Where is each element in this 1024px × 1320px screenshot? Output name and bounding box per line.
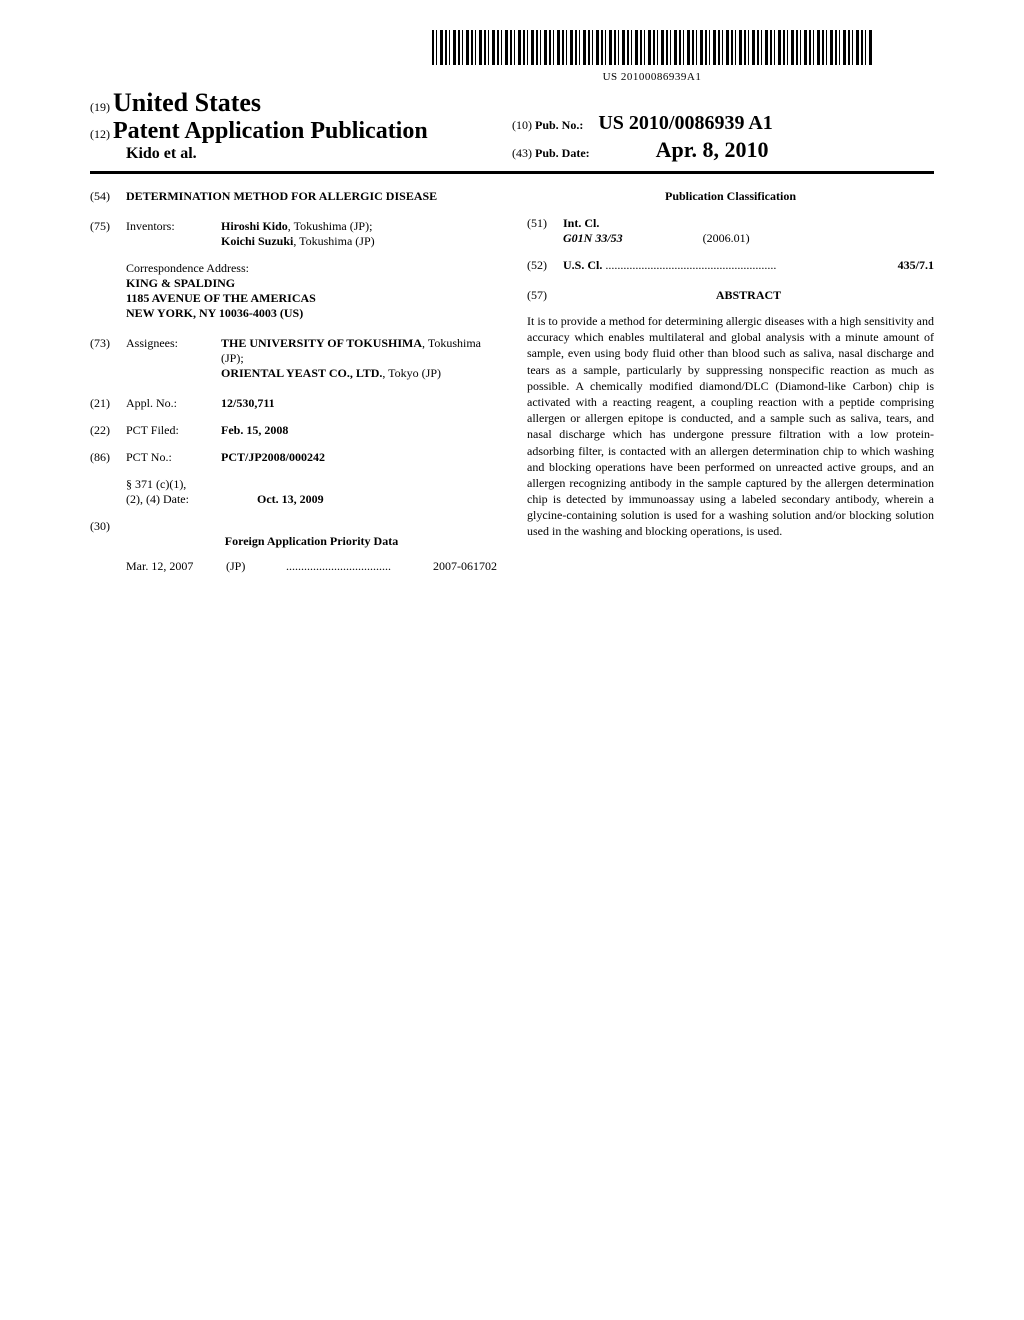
priority-country: (JP): [226, 559, 286, 574]
field-num-52: (52): [527, 258, 563, 273]
two-column-layout: (54) DETERMINATION METHOD FOR ALLERGIC D…: [90, 189, 934, 574]
int-cl-year: (2006.01): [703, 231, 750, 246]
priority-data-row: Mar. 12, 2007 (JP) .....................…: [126, 559, 497, 574]
barcode-text: US 20100086939A1: [370, 71, 934, 83]
assignee-2: ORIENTAL YEAST CO., LTD.: [221, 366, 382, 380]
priority-section: (30) Foreign Application Priority Data M…: [90, 519, 497, 574]
header-divider: [90, 171, 934, 174]
section-371-sub1: § 371 (c)(1),: [126, 477, 257, 492]
barcode-block: US 20100086939A1: [370, 30, 934, 83]
int-cl-label: Int. Cl.: [563, 216, 599, 230]
appl-no-label: Appl. No.:: [126, 396, 221, 411]
inventor-1-name: Hiroshi Kido: [221, 219, 288, 233]
inventor-2-name: Koichi Suzuki: [221, 234, 293, 248]
us-cl-label: U.S. Cl.: [563, 258, 602, 273]
section-title: (54) DETERMINATION METHOD FOR ALLERGIC D…: [90, 189, 497, 204]
section-371-row: § 371 (c)(1), (2), (4) Date: Oct. 13, 20…: [126, 477, 497, 507]
abstract-header-row: (57) ABSTRACT: [527, 288, 934, 313]
inventors-value: Hiroshi Kido, Tokushima (JP); Koichi Suz…: [221, 219, 497, 249]
assignees-value: THE UNIVERSITY OF TOKUSHIMA, Tokushima (…: [221, 336, 497, 381]
pct-no-value: PCT/JP2008/000242: [221, 450, 497, 465]
assignees-row: (73) Assignees: THE UNIVERSITY OF TOKUSH…: [90, 336, 497, 381]
correspondence-block: Correspondence Address: KING & SPALDING …: [126, 261, 497, 321]
pub-no-label: Pub. No.:: [535, 118, 583, 132]
int-cl-row: (51) Int. Cl. G01N 33/53 (2006.01): [527, 216, 934, 246]
correspondence-line2: KING & SPALDING: [126, 276, 235, 290]
pct-no-row: (86) PCT No.: PCT/JP2008/000242: [90, 450, 497, 465]
appl-no-row: (21) Appl. No.: 12/530,711: [90, 396, 497, 411]
authors: Kido et al.: [126, 145, 512, 163]
priority-dots: ...................................: [286, 559, 433, 574]
priority-appnum: 2007-061702: [433, 559, 497, 574]
pct-filed-value: Feb. 15, 2008: [221, 423, 497, 438]
field-num-22: (22): [90, 423, 126, 438]
barcode-graphic: [432, 30, 872, 65]
field-num-51: (51): [527, 216, 563, 246]
inventor-2-loc: , Tokushima (JP): [293, 234, 374, 248]
field-num-43: (43): [512, 146, 532, 160]
field-num-10: (10): [512, 118, 532, 132]
correspondence-line4: NEW YORK, NY 10036-4003 (US): [126, 306, 303, 320]
abstract-body: It is to provide a method for determinin…: [527, 313, 934, 540]
us-cl-dots: ........................................…: [605, 258, 894, 273]
field-num-30: (30): [90, 519, 126, 559]
left-column: (54) DETERMINATION METHOD FOR ALLERGIC D…: [90, 189, 497, 574]
field-num-21: (21): [90, 396, 126, 411]
inventors-label: Inventors:: [126, 219, 221, 249]
classification-title: Publication Classification: [527, 189, 934, 204]
pct-filed-label: PCT Filed:: [126, 423, 221, 438]
section-371-date: Oct. 13, 2009: [257, 477, 497, 507]
field-num-75: (75): [90, 219, 126, 249]
assignee-1: THE UNIVERSITY OF TOKUSHIMA: [221, 336, 422, 350]
field-num-86: (86): [90, 450, 126, 465]
publication-type: Patent Application Publication: [113, 118, 428, 144]
priority-date: Mar. 12, 2007: [126, 559, 226, 574]
pub-no-value: US 2010/0086939 A1: [598, 112, 772, 134]
priority-title: Foreign Application Priority Data: [126, 534, 497, 549]
section-371-sub2-label: (2), (4) Date:: [126, 492, 257, 507]
us-cl-value: 435/7.1: [898, 258, 934, 273]
right-column: Publication Classification (51) Int. Cl.…: [527, 189, 934, 574]
inventor-1-loc: , Tokushima (JP);: [288, 219, 373, 233]
header-section: (19) United States (12) Patent Applicati…: [90, 88, 934, 163]
inventors-row: (75) Inventors: Hiroshi Kido, Tokushima …: [90, 219, 497, 249]
appl-no-value: 12/530,711: [221, 396, 497, 411]
field-num-54: (54): [90, 189, 126, 204]
field-num-19: (19): [90, 100, 110, 114]
abstract-title: ABSTRACT: [563, 288, 934, 303]
pub-date-label: Pub. Date:: [535, 146, 590, 160]
country-name: United States: [113, 88, 261, 117]
pub-date-value: Apr. 8, 2010: [656, 137, 769, 162]
us-cl-row: (52) U.S. Cl. ..........................…: [527, 258, 934, 273]
field-num-73: (73): [90, 336, 126, 381]
int-cl-code: G01N 33/53: [563, 231, 623, 246]
correspondence-line3: 1185 AVENUE OF THE AMERICAS: [126, 291, 316, 305]
pct-filed-row: (22) PCT Filed: Feb. 15, 2008: [90, 423, 497, 438]
assignees-label: Assignees:: [126, 336, 221, 381]
correspondence-line1: Correspondence Address:: [126, 261, 497, 276]
assignee-2-loc: , Tokyo (JP): [382, 366, 441, 380]
field-num-57: (57): [527, 288, 563, 313]
invention-title: DETERMINATION METHOD FOR ALLERGIC DISEAS…: [126, 189, 437, 204]
pct-no-label: PCT No.:: [126, 450, 221, 465]
field-num-12: (12): [90, 127, 110, 141]
